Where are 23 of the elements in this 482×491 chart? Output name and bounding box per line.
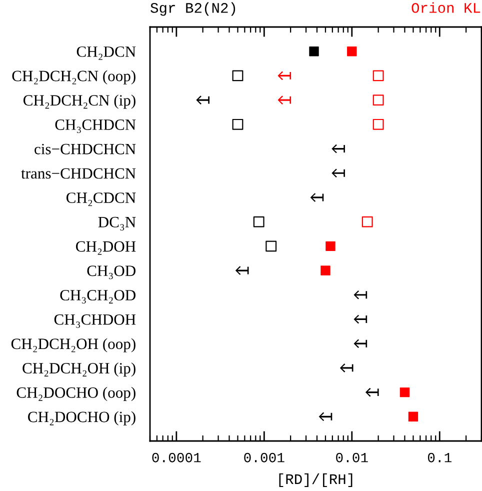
y-tick-label: CH₂DOH [76, 241, 136, 255]
y-tick-label: CH₂DOCHO (ip) [28, 411, 136, 426]
y-tick-label: CH₃CHDCN [55, 120, 136, 134]
x-tick-label: 0.1 [428, 452, 452, 462]
y-tick-label: CH₂CDCN [66, 192, 136, 206]
y-tick-label: CH₂DCH₂CN (oop) [12, 70, 136, 84]
y-tick-label: CH₂DOCHO (oop) [16, 386, 136, 402]
x-axis-title: [RD]/[RH] [279, 473, 352, 487]
y-tick-label: trans−CHDCHCN [21, 168, 136, 179]
y-tick-label: CH₃CH₂OD [60, 290, 136, 304]
y-tick-label: cis−CHDCHCN [34, 144, 136, 154]
x-tick-label: 0.01 [336, 452, 368, 462]
x-tick-label: 0.001 [244, 452, 284, 462]
y-tick-label: CH₂DCN [76, 46, 136, 60]
y-tick-label: CH₃CHDOH [54, 314, 136, 328]
text: Sgr B2(N2) [150, 2, 236, 16]
x-tick-label: 0.0001 [152, 452, 201, 462]
y-tick-label: CH₃OD [87, 266, 136, 280]
y-tick-label: CH₂DCH₂CN (ip) [23, 94, 136, 109]
y-tick-label: CH₂DCH₂OH (ip) [22, 362, 136, 377]
y-tick-label: CH₂DCH₂OH (oop) [11, 338, 136, 352]
text: Orion KL [412, 2, 480, 13]
y-tick-label: DC₃N [98, 216, 136, 230]
